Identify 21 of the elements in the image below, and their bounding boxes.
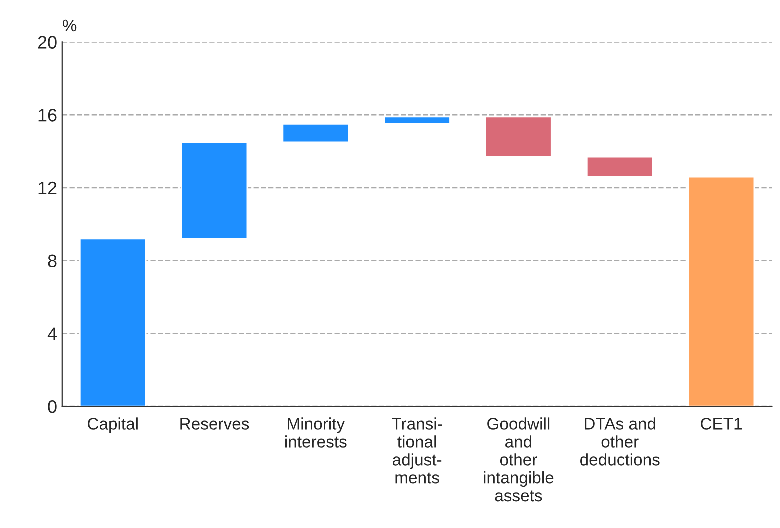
bar: [688, 176, 756, 407]
x-tick-label: Transi- tional adjust- ments: [392, 418, 442, 484]
x-tick-label: Capital: [88, 418, 138, 434]
y-tick-label: 8: [48, 254, 57, 268]
x-tick-label: Goodwill and other intangible assets: [484, 418, 554, 502]
bar: [384, 116, 451, 125]
x-tick-label: DTAs and other deductions: [580, 418, 660, 466]
y-tick-label: 4: [48, 328, 58, 340]
x-tick-label: Minority interests: [286, 418, 347, 448]
y-axis-title: %: [62, 20, 77, 32]
y-tick-label: 20: [38, 36, 57, 49]
x-tick-label: CET1: [701, 418, 742, 430]
bar: [586, 156, 654, 178]
bar: [79, 238, 147, 407]
y-tick-label: 12: [38, 182, 57, 195]
bar: [180, 142, 248, 240]
bar: [485, 116, 552, 158]
bar: [282, 124, 350, 144]
x-tick-label: Reserves: [180, 418, 250, 430]
y-tick-label: 16: [38, 109, 57, 122]
y-tick-label: 0: [48, 400, 57, 414]
